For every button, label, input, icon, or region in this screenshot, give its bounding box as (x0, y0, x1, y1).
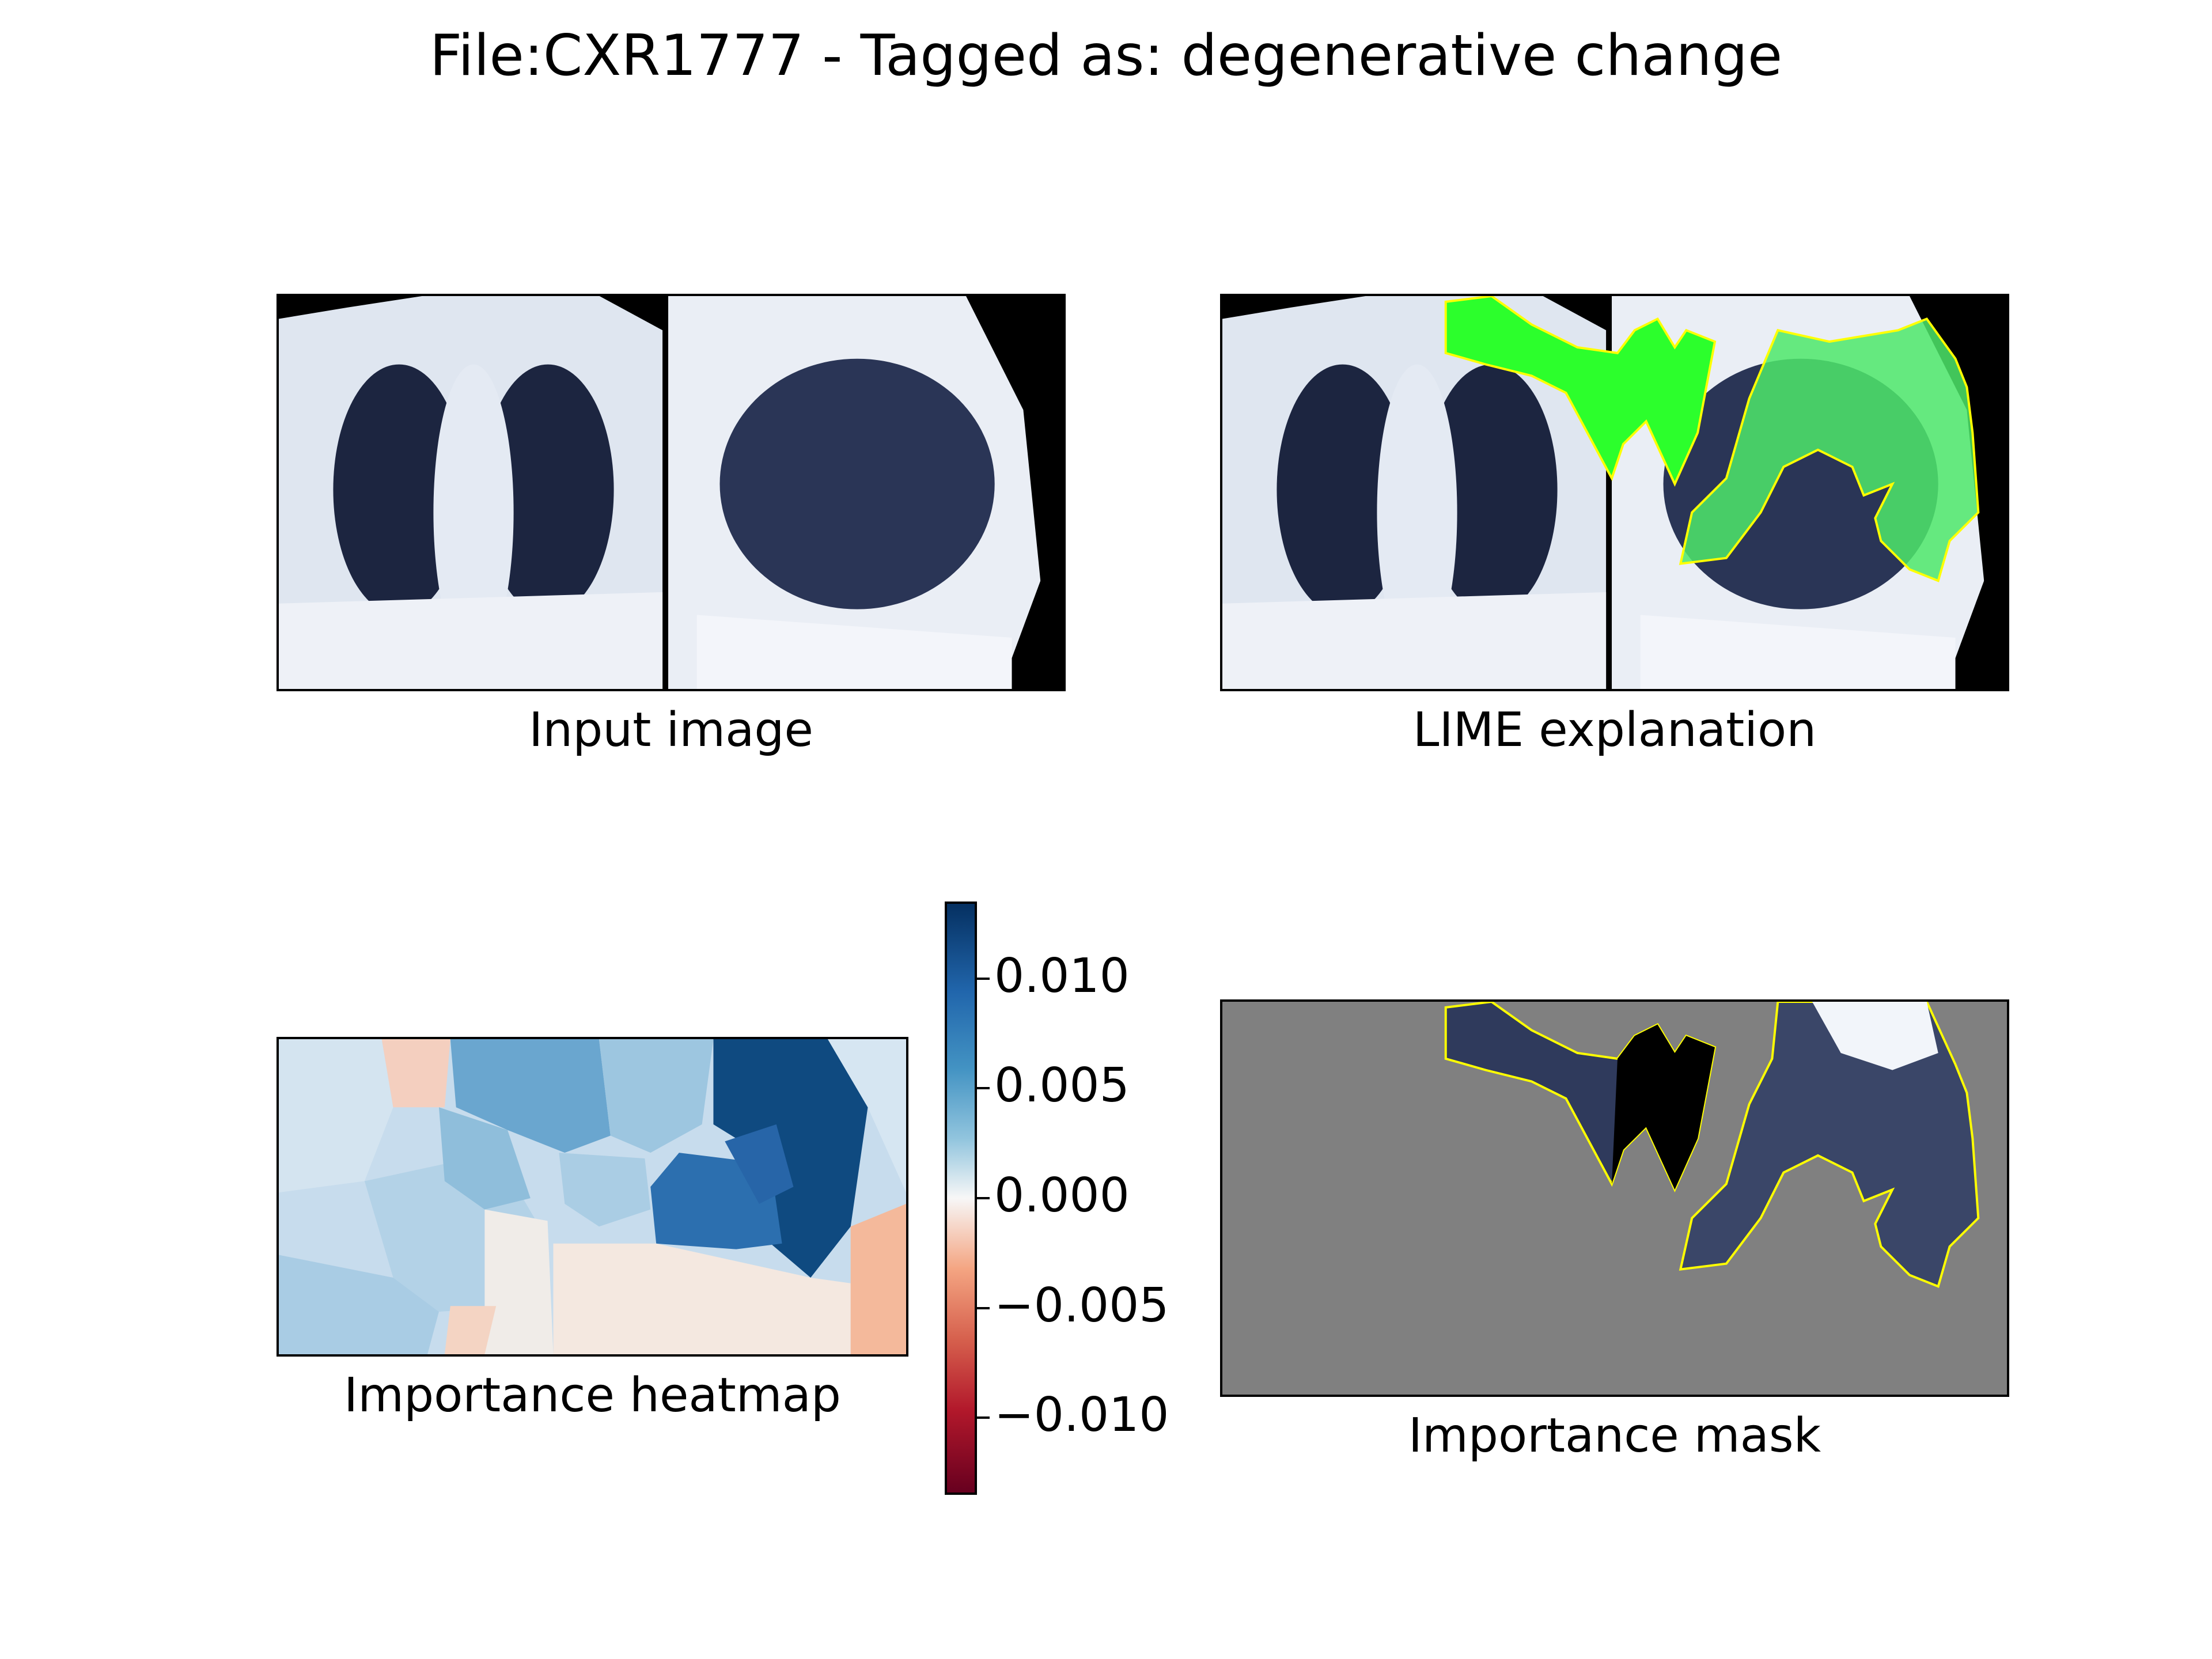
colorbar-tick-label: −0.010 (994, 1388, 1169, 1443)
colorbar-tick (977, 977, 990, 980)
lime-explanation-caption: LIME explanation (1412, 703, 1817, 757)
input-image-caption: Input image (529, 703, 813, 757)
lime-region-1 (1444, 296, 1717, 487)
colorbar-tick (977, 1306, 990, 1309)
importance-heatmap-caption: Importance heatmap (344, 1368, 841, 1423)
lime-region-2 (1679, 317, 1980, 582)
colorbar-tick-label: −0.005 (994, 1278, 1169, 1333)
heatmap-colorbar (945, 902, 977, 1495)
input-image-panel (276, 294, 1066, 691)
lime-overlay-image (1222, 296, 2007, 689)
colorbar-tick-label: 0.000 (994, 1168, 1130, 1223)
lime-explanation-panel (1220, 294, 2009, 691)
colorbar-tick (977, 1197, 990, 1199)
mask-region-2 (1679, 1002, 1980, 1288)
importance-mask-image (1222, 1002, 2007, 1395)
figure-title: File:CXR1777 - Tagged as: degenerative c… (429, 23, 1783, 89)
importance-mask-caption: Importance mask (1408, 1408, 1821, 1463)
chest-xray-image (279, 296, 1063, 689)
importance-mask-panel (1220, 999, 2009, 1397)
colorbar-tick (977, 1087, 990, 1090)
importance-heatmap-image (279, 1039, 906, 1354)
colorbar-tick (977, 1416, 990, 1419)
colorbar-tick-label: 0.010 (994, 948, 1130, 1003)
importance-heatmap-panel (276, 1037, 908, 1357)
colorbar-tick-label: 0.005 (994, 1058, 1130, 1113)
